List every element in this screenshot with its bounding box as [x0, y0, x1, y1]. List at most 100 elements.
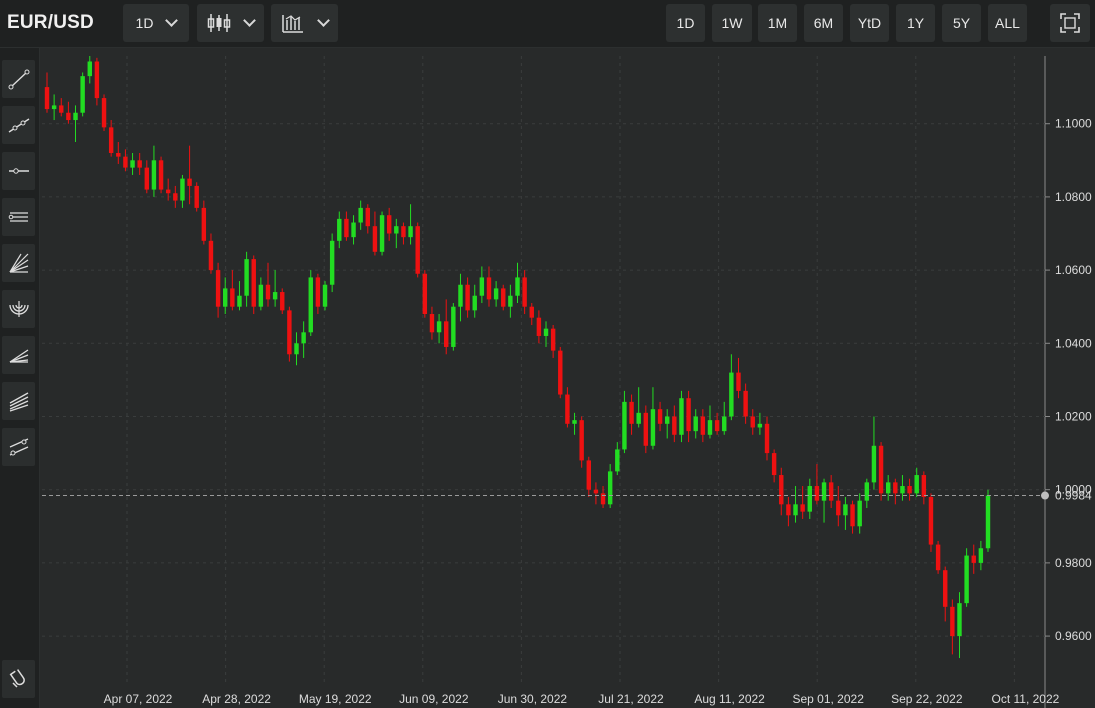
- extended-line-tool[interactable]: [2, 106, 35, 144]
- y-tick-label: 0.9600: [1055, 629, 1092, 643]
- candle-body: [957, 603, 962, 637]
- range-1y-button[interactable]: 1Y: [896, 4, 935, 42]
- regression-trend-tool[interactable]: [2, 428, 35, 466]
- candle-body: [736, 372, 741, 391]
- top-toolbar: EUR/USD 1D 1D 1W 1M 6M YtD 1Y 5Y: [0, 0, 1095, 48]
- candle-body: [615, 449, 620, 472]
- y-tick-label: 1.1000: [1055, 117, 1092, 131]
- candle-body: [729, 372, 734, 417]
- candle-body: [223, 288, 228, 307]
- candle-body: [843, 504, 848, 516]
- candle-body: [365, 207, 371, 227]
- candle-body: [679, 398, 684, 435]
- candle-body: [764, 423, 770, 454]
- y-tick-label: 1.0000: [1055, 483, 1092, 497]
- bar-chart-icon: [282, 15, 303, 33]
- candle-body: [208, 240, 214, 271]
- candle-body: [130, 160, 135, 168]
- candle-body: [600, 493, 606, 505]
- candle-body: [779, 475, 784, 505]
- candle-body: [693, 416, 698, 432]
- candle-body: [529, 306, 534, 318]
- candle-body: [415, 226, 420, 274]
- interval-dropdown[interactable]: 1D: [123, 4, 189, 42]
- candle-body: [935, 544, 941, 571]
- candle-body: [950, 606, 955, 637]
- candle-body: [372, 226, 378, 252]
- gann-fan-tool[interactable]: [2, 244, 35, 282]
- candle-body: [893, 482, 898, 494]
- chart-style-dropdown[interactable]: [197, 4, 264, 42]
- fullscreen-icon: [1060, 13, 1080, 33]
- candlestick-chart[interactable]: 1.1000 1.0800 1.0600 1.0400 1.0200 1.0000 0.98…: [40, 48, 1095, 708]
- candle-body: [379, 215, 385, 252]
- candle-body: [337, 218, 342, 241]
- candle-body: [408, 226, 413, 238]
- candle-body: [87, 61, 92, 77]
- candle-body: [821, 482, 827, 501]
- candle-body: [444, 321, 449, 347]
- range-1w-button[interactable]: 1W: [712, 4, 752, 42]
- trend-line-tool[interactable]: [2, 60, 35, 98]
- parallel-channel-icon: [8, 212, 28, 222]
- horizontal-ray-tool[interactable]: [2, 152, 35, 190]
- candle-body: [158, 160, 164, 190]
- range-ytd-button[interactable]: YtD: [850, 4, 889, 42]
- candle-body: [650, 409, 656, 446]
- x-tick-label: Apr 07, 2022: [104, 692, 173, 706]
- candle-body: [636, 412, 641, 424]
- candle-body: [287, 310, 292, 355]
- candle-body: [508, 295, 513, 307]
- candle-body: [850, 504, 855, 527]
- fullscreen-button[interactable]: [1050, 4, 1090, 42]
- candle-body: [422, 273, 428, 315]
- candle-body: [144, 167, 150, 190]
- range-1m-button[interactable]: 1M: [758, 4, 797, 42]
- fib-arc-tool[interactable]: [2, 290, 35, 328]
- candle-body: [215, 270, 221, 307]
- symbol-title: EUR/USD: [7, 12, 94, 33]
- candle-body: [344, 218, 349, 238]
- candle-body: [322, 284, 328, 307]
- range-all-button[interactable]: ALL: [988, 4, 1027, 42]
- range-5y-button[interactable]: 5Y: [942, 4, 981, 42]
- candle-body: [928, 497, 934, 545]
- x-tick-label: Apr 28, 2022: [202, 692, 271, 706]
- candle-body: [686, 398, 691, 432]
- fib-fan-tool[interactable]: [2, 336, 35, 374]
- x-tick-label: May 19, 2022: [299, 692, 372, 706]
- chevron-down-icon: [317, 14, 330, 27]
- y-tick-label: 1.0800: [1055, 190, 1092, 204]
- x-tick-label: Sep 22, 2022: [891, 692, 963, 706]
- pitchfork-tool[interactable]: [2, 382, 35, 420]
- candle-body: [358, 207, 363, 223]
- range-6m-button[interactable]: 6M: [804, 4, 843, 42]
- candle-body: [814, 486, 820, 501]
- candle-body: [714, 420, 720, 432]
- candle-body: [123, 156, 128, 168]
- candle-body: [657, 409, 663, 424]
- candle-body: [515, 277, 520, 296]
- chevron-down-icon: [165, 14, 179, 27]
- candlestick-icon: [207, 14, 231, 32]
- candle-body: [280, 292, 285, 311]
- candle-body: [151, 160, 157, 190]
- candle-body: [921, 475, 927, 498]
- candle-body: [593, 489, 599, 494]
- indicators-dropdown[interactable]: [271, 4, 338, 42]
- regression-trend-icon: [9, 438, 28, 456]
- last-price-dot: [1041, 491, 1049, 500]
- candle-body: [807, 486, 812, 512]
- candle-body: [479, 277, 485, 296]
- candle-body: [885, 482, 891, 494]
- parallel-channel-tool[interactable]: [2, 198, 35, 236]
- candle-body: [836, 500, 841, 516]
- range-1d-button[interactable]: 1D: [666, 4, 705, 42]
- fib-arc-icon: [8, 301, 29, 317]
- magnet-tool[interactable]: [2, 660, 35, 698]
- candle-body: [66, 112, 71, 121]
- chart-area[interactable]: 1.1000 1.0800 1.0600 1.0400 1.0200 1.0000 0.98…: [40, 48, 1095, 708]
- interval-label: 1D: [135, 15, 154, 31]
- candle-body: [165, 189, 171, 194]
- candle-body: [750, 416, 755, 428]
